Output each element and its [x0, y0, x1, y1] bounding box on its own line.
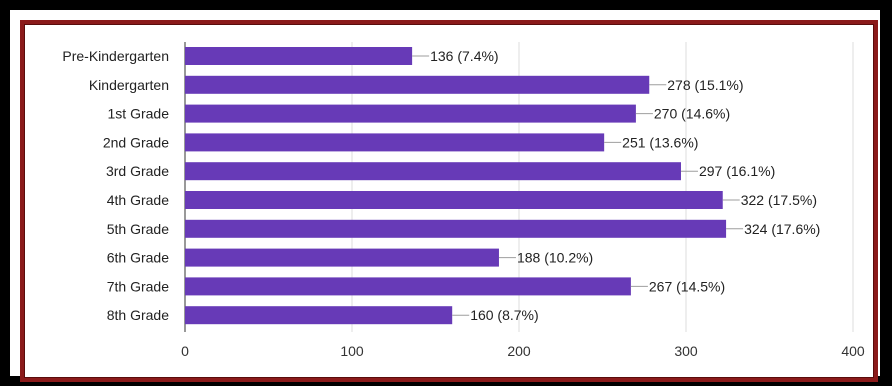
category-labels: Pre-Kindergarten Kindergarten 1st Grade 2nd… — [62, 48, 169, 323]
category-label: Pre-Kindergarten — [62, 48, 169, 64]
bar — [185, 75, 650, 94]
x-axis-ticks: 0 100 200 300 400 — [181, 343, 865, 359]
x-tick-label: 100 — [340, 343, 364, 359]
data-label: 160 (8.7%) — [470, 307, 538, 323]
bars — [185, 47, 727, 325]
data-label: 267 (14.5%) — [649, 278, 725, 294]
data-label: 188 (10.2%) — [517, 250, 593, 266]
category-label: 8th Grade — [107, 307, 169, 323]
category-label: 7th Grade — [107, 278, 169, 294]
bar — [185, 277, 631, 296]
bar — [185, 191, 723, 209]
data-label: 136 (7.4%) — [430, 48, 498, 64]
x-tick-label: 0 — [181, 343, 189, 359]
category-label: Kindergarten — [89, 77, 169, 93]
data-label: 322 (17.5%) — [741, 192, 817, 208]
bar — [185, 248, 499, 267]
data-labels: 136 (7.4%) 278 (15.1%) 270 (14.6%) 251 (13.… — [412, 48, 820, 323]
data-label: 278 (15.1%) — [667, 77, 743, 93]
category-label: 4th Grade — [107, 192, 169, 208]
x-tick-label: 200 — [507, 343, 531, 359]
category-label: 5th Grade — [107, 221, 169, 237]
bar — [185, 219, 727, 238]
category-label: 3rd Grade — [106, 163, 169, 179]
x-tick-label: 300 — [674, 343, 698, 359]
bar — [185, 162, 681, 181]
data-label: 324 (17.6%) — [744, 221, 820, 237]
data-label: 251 (13.6%) — [622, 134, 698, 150]
bar — [185, 133, 605, 152]
data-label: 297 (16.1%) — [699, 163, 775, 179]
category-label: 2nd Grade — [103, 134, 169, 150]
bar — [185, 47, 413, 65]
category-label: 6th Grade — [107, 250, 169, 266]
bar — [185, 306, 453, 325]
data-label: 270 (14.6%) — [654, 106, 730, 122]
x-tick-label: 400 — [841, 343, 865, 359]
category-label: 1st Grade — [108, 106, 170, 122]
bar — [185, 104, 636, 123]
